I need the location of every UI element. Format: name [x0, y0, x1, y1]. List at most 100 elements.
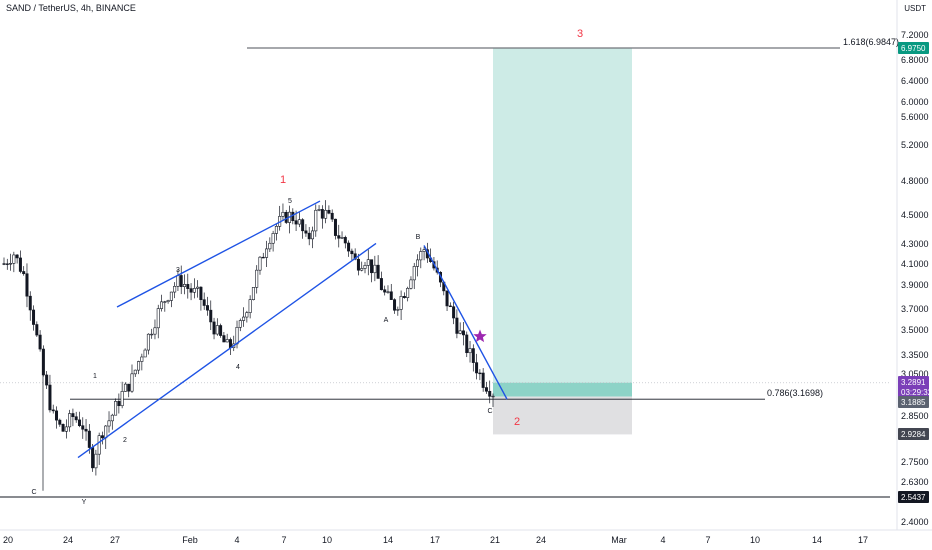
candle-body[interactable]	[179, 275, 183, 287]
candle-body[interactable]	[324, 209, 328, 219]
candle-body[interactable]	[55, 410, 59, 421]
candle-body[interactable]	[61, 424, 65, 432]
candle-body[interactable]	[156, 308, 160, 329]
candle-body[interactable]	[412, 266, 416, 281]
candle-body[interactable]	[22, 271, 26, 275]
candle-body[interactable]	[192, 288, 196, 293]
candle-body[interactable]	[481, 372, 485, 388]
candle-body[interactable]	[307, 232, 311, 240]
candle-body[interactable]	[461, 330, 465, 336]
candle-body[interactable]	[84, 428, 88, 432]
candle-body[interactable]	[452, 306, 456, 319]
candle-body[interactable]	[484, 387, 488, 392]
candle-body[interactable]	[419, 251, 423, 261]
candle-body[interactable]	[186, 284, 190, 289]
candle-body[interactable]	[340, 237, 344, 239]
candle-body[interactable]	[91, 447, 95, 469]
candle-body[interactable]	[343, 237, 347, 244]
candle-body[interactable]	[373, 264, 377, 274]
candle-body[interactable]	[41, 348, 45, 376]
loss-zone[interactable]	[493, 396, 632, 435]
candle-body[interactable]	[173, 285, 177, 293]
candle-body[interactable]	[81, 425, 85, 430]
candle-body[interactable]	[58, 419, 62, 425]
candle-body[interactable]	[94, 453, 98, 469]
candle-body[interactable]	[133, 369, 137, 375]
candle-body[interactable]	[140, 356, 144, 362]
candle-body[interactable]	[176, 275, 180, 287]
candle-body[interactable]	[143, 349, 147, 358]
candle-body[interactable]	[465, 334, 469, 354]
candle-body[interactable]	[402, 296, 406, 298]
candle-body[interactable]	[104, 425, 108, 439]
profit-zone[interactable]	[493, 48, 632, 397]
candle-body[interactable]	[363, 265, 367, 269]
candle-body[interactable]	[5, 263, 9, 265]
candle-body[interactable]	[71, 413, 75, 418]
candle-body[interactable]	[393, 299, 397, 311]
candle-body[interactable]	[153, 327, 157, 335]
candle-body[interactable]	[317, 209, 321, 211]
candle-body[interactable]	[455, 317, 459, 334]
candle-body[interactable]	[488, 390, 492, 397]
candle-body[interactable]	[366, 259, 370, 266]
candle-body[interactable]	[219, 325, 223, 336]
candle-body[interactable]	[45, 374, 49, 386]
candle-body[interactable]	[255, 269, 259, 288]
candle-body[interactable]	[15, 254, 19, 259]
candle-body[interactable]	[406, 288, 410, 298]
candle-body[interactable]	[261, 256, 265, 259]
candle-body[interactable]	[12, 254, 16, 264]
candle-body[interactable]	[268, 242, 272, 250]
candle-body[interactable]	[475, 362, 479, 374]
candle-body[interactable]	[64, 426, 68, 432]
candle-body[interactable]	[294, 220, 298, 225]
candle-body[interactable]	[160, 301, 164, 309]
candle-body[interactable]	[38, 334, 42, 350]
candle-body[interactable]	[356, 258, 360, 271]
candle-body[interactable]	[360, 268, 364, 271]
candle-body[interactable]	[117, 401, 121, 407]
candle-body[interactable]	[127, 383, 131, 392]
candle-body[interactable]	[205, 305, 209, 311]
candle-body[interactable]	[238, 320, 242, 328]
candle-body[interactable]	[137, 361, 141, 371]
candle-body[interactable]	[225, 339, 229, 343]
candle-body[interactable]	[448, 305, 452, 308]
wedge-upper-trendline[interactable]	[116, 200, 321, 308]
candle-body[interactable]	[445, 290, 449, 307]
candle-body[interactable]	[212, 321, 216, 335]
candle-body[interactable]	[478, 372, 482, 375]
candle-body[interactable]	[146, 333, 150, 351]
candle-body[interactable]	[87, 430, 91, 448]
candle-body[interactable]	[376, 264, 380, 279]
candle-body[interactable]	[281, 211, 285, 217]
candle-body[interactable]	[189, 288, 193, 293]
candle-body[interactable]	[74, 416, 78, 421]
candle-body[interactable]	[107, 420, 111, 427]
candle-body[interactable]	[245, 312, 249, 318]
candle-body[interactable]	[304, 230, 308, 234]
candle-body[interactable]	[350, 250, 354, 255]
candle-body[interactable]	[258, 256, 262, 271]
candle-body[interactable]	[333, 218, 337, 236]
candle-body[interactable]	[209, 309, 213, 323]
candle-body[interactable]	[166, 300, 170, 303]
candle-body[interactable]	[396, 309, 400, 311]
candle-body[interactable]	[409, 279, 413, 289]
candle-body[interactable]	[297, 219, 301, 225]
candle-body[interactable]	[370, 259, 374, 274]
candle-body[interactable]	[110, 414, 114, 422]
candle-body[interactable]	[330, 212, 334, 220]
candle-body[interactable]	[9, 263, 13, 265]
candle-body[interactable]	[28, 295, 32, 311]
candle-body[interactable]	[389, 291, 393, 300]
candle-body[interactable]	[399, 296, 403, 310]
candle-body[interactable]	[327, 209, 331, 214]
candle-body[interactable]	[468, 348, 472, 354]
candle-body[interactable]	[320, 209, 324, 219]
candle-body[interactable]	[183, 284, 187, 287]
candle-body[interactable]	[130, 373, 134, 392]
candle-body[interactable]	[337, 235, 341, 239]
